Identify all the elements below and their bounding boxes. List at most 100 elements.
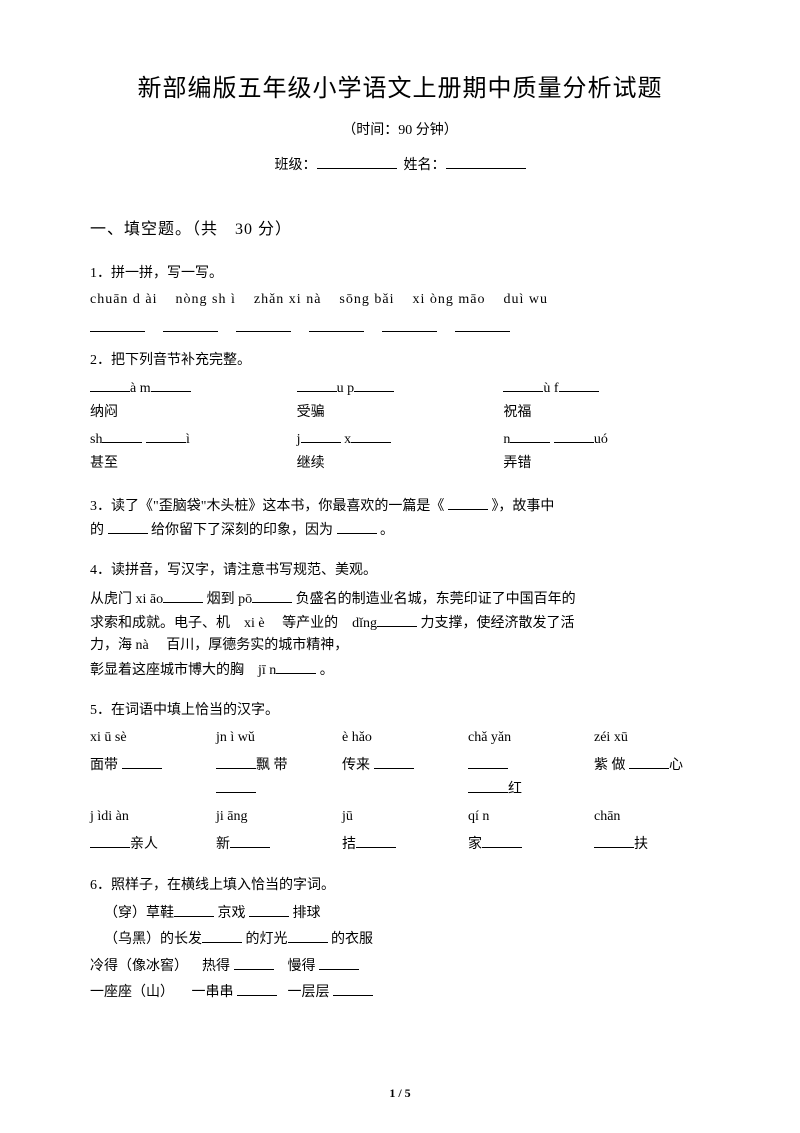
q2-word: 受骗 [297, 402, 504, 424]
answer-blank[interactable] [297, 376, 337, 392]
answer-blank[interactable] [288, 927, 328, 943]
pinyin-item: nòng sh ì [176, 289, 236, 311]
answer-blank[interactable] [354, 376, 394, 392]
answer-blank[interactable] [90, 376, 130, 392]
q2-text: à m [130, 381, 151, 396]
pinyin-item: chuān d ài [90, 289, 158, 311]
answer-blank[interactable] [102, 427, 142, 443]
answer-blank[interactable] [249, 901, 289, 917]
q6-text: 一串串 [192, 985, 234, 1000]
q6-text: 一座座（山） [90, 985, 174, 1000]
answer-blank[interactable] [216, 753, 256, 769]
page-title: 新部编版五年级小学语文上册期中质量分析试题 [90, 70, 710, 108]
q2-word: 弄错 [503, 453, 710, 475]
answer-blank[interactable] [146, 427, 186, 443]
q4-text: 力支撑，使经济散发了活 [421, 616, 575, 631]
answer-blank[interactable] [90, 316, 145, 332]
answer-blank[interactable] [629, 753, 669, 769]
q4-title: 4．读拼音，写汉字，请注意书写规范、美观。 [90, 560, 710, 582]
answer-blank[interactable] [559, 376, 599, 392]
answer-blank[interactable] [468, 777, 508, 793]
answer-blank[interactable] [163, 316, 218, 332]
q6-text: 京戏 [218, 906, 246, 921]
q2-text: sh [90, 432, 102, 447]
q2-text: x [344, 432, 351, 447]
answer-blank[interactable] [202, 927, 242, 943]
q5-text: 新 [216, 837, 230, 852]
answer-blank[interactable] [301, 427, 341, 443]
q5-text: 心 [669, 758, 683, 773]
q1-pinyin-row: chuān d ài nòng sh ì zhǎn xi nà sōng bǎi… [90, 289, 710, 311]
answer-blank[interactable] [252, 587, 292, 603]
q5-pinyin: j ìdi àn [90, 806, 206, 828]
q6-text: 冷得（像冰窖） [90, 959, 188, 974]
q6-text: （乌黑）的长发 [104, 932, 202, 947]
answer-blank[interactable] [594, 832, 634, 848]
answer-blank[interactable] [236, 316, 291, 332]
question-4: 4．读拼音，写汉字，请注意书写规范、美观。 从虎门 xi āo 烟到 pō 负盛… [90, 560, 710, 682]
answer-blank[interactable] [333, 980, 373, 996]
answer-blank[interactable] [377, 611, 417, 627]
question-5: 5．在词语中填上恰当的汉字。 xi ū sè jn ì wǔ è hǎo chǎ… [90, 700, 710, 856]
answer-blank[interactable] [351, 427, 391, 443]
q5-pinyin: qí n [468, 806, 584, 828]
answer-blank[interactable] [276, 658, 316, 674]
answer-blank[interactable] [356, 832, 396, 848]
answer-blank[interactable] [108, 518, 148, 534]
answer-blank[interactable] [510, 427, 550, 443]
q5-text: 红 [508, 782, 522, 797]
answer-blank[interactable] [90, 832, 130, 848]
q5-pinyin: jn ì wǔ [216, 727, 332, 749]
q2-text: ù f [543, 381, 558, 396]
answer-blank[interactable] [503, 376, 543, 392]
answer-blank[interactable] [230, 832, 270, 848]
answer-blank[interactable] [237, 980, 277, 996]
answer-blank[interactable] [482, 832, 522, 848]
q5-text: 扶 [634, 837, 648, 852]
answer-blank[interactable] [122, 753, 162, 769]
q4-text: 力，海 nà [90, 638, 149, 653]
answer-blank[interactable] [151, 376, 191, 392]
answer-blank[interactable] [374, 753, 414, 769]
answer-blank[interactable] [468, 753, 508, 769]
q6-text: 的灯光 [246, 932, 288, 947]
answer-blank[interactable] [234, 954, 274, 970]
answer-blank[interactable] [382, 316, 437, 332]
answer-blank[interactable] [216, 777, 256, 793]
q5-text: 面带 [90, 758, 118, 773]
question-2: 2．把下列音节补充完整。 à m u p ù f 纳闷 受骗 祝福 sh ì j… [90, 350, 710, 476]
q1-blank-row [90, 316, 710, 332]
q5-text: 亲人 [130, 837, 158, 852]
q3-text: 的 [90, 523, 104, 538]
q3-text: 3．读了《"歪脑袋"木头桩》这本书，你最喜欢的一篇是《 [90, 499, 444, 514]
info-line: 班级： 姓名： [90, 153, 710, 177]
q6-text: 的衣服 [331, 932, 373, 947]
answer-blank[interactable] [554, 427, 594, 443]
answer-blank[interactable] [455, 316, 510, 332]
pinyin-item: duì wu [503, 289, 548, 311]
pinyin-item: sōng bǎi [339, 289, 394, 311]
answer-blank[interactable] [448, 494, 488, 510]
q5-pinyin: xi ū sè [90, 727, 206, 749]
q5-text: 紫 做 [594, 758, 626, 773]
q2-text: n [503, 432, 510, 447]
q2-word: 纳闷 [90, 402, 297, 424]
q2-text: ì [186, 432, 190, 447]
q2-word: 继续 [297, 453, 504, 475]
q5-text: 家 [468, 837, 482, 852]
answer-blank[interactable] [337, 518, 377, 534]
name-blank[interactable] [446, 153, 526, 169]
q6-text: （穿）草鞋 [104, 906, 174, 921]
answer-blank[interactable] [309, 316, 364, 332]
page-number: 1 / 5 [389, 1084, 410, 1103]
q5-pinyin: chǎ yǎn [468, 727, 584, 749]
q2-text: uó [594, 432, 608, 447]
answer-blank[interactable] [174, 901, 214, 917]
class-blank[interactable] [317, 153, 397, 169]
q5-text: 拮 [342, 837, 356, 852]
q4-text: 从虎门 xi āo [90, 592, 163, 607]
answer-blank[interactable] [319, 954, 359, 970]
answer-blank[interactable] [163, 587, 203, 603]
q5-pinyin: è hǎo [342, 727, 458, 749]
q5-pinyin: ji āng [216, 806, 332, 828]
